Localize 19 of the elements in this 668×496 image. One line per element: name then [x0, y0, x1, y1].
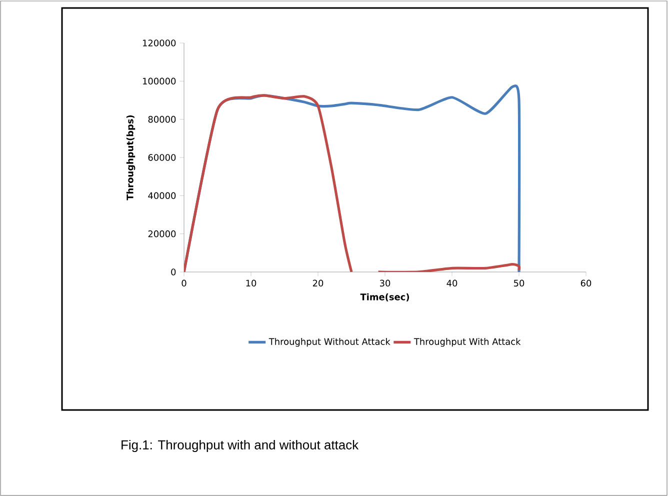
- y-axis-title: Throughput(bps): [126, 115, 136, 200]
- x-tick-label: 10: [246, 280, 256, 287]
- x-tick-label: 50: [514, 280, 524, 287]
- y-tick-label: 100000: [142, 78, 176, 85]
- x-tick-label: 40: [446, 280, 458, 287]
- x-tick-label: 0: [182, 280, 186, 287]
- y-tick-label: 80000: [148, 116, 176, 123]
- x-tick-label: 20: [312, 280, 324, 287]
- legend-label: Throughput With Attack: [414, 338, 521, 347]
- y-tick-label: 120000: [142, 40, 176, 46]
- x-tick-label: 30: [380, 280, 390, 287]
- x-tick-label: 60: [580, 280, 592, 287]
- y-tick-label: 60000: [148, 154, 176, 161]
- caption: Fig.1: Throughput with and without attack: [122, 440, 359, 452]
- x-axis-title: Time(sec): [360, 293, 410, 302]
- legend-label: Throughput Without Attack: [268, 338, 390, 347]
- y-tick-label: 20000: [148, 230, 176, 238]
- y-tick-label: 0: [171, 268, 176, 276]
- y-tick-label: 40000: [148, 192, 176, 200]
